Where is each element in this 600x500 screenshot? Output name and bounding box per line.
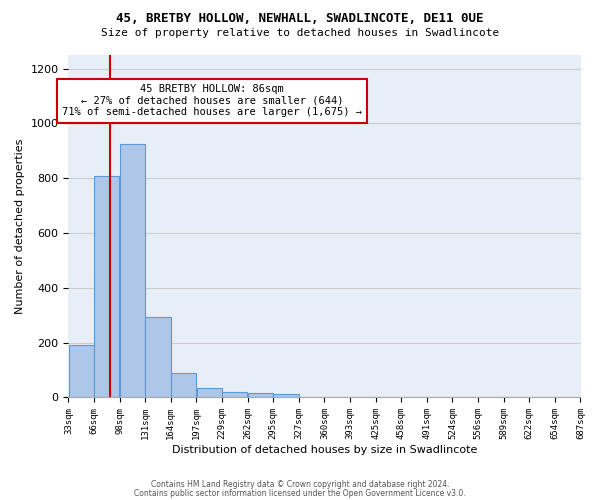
Text: 45 BRETBY HOLLOW: 86sqm
← 27% of detached houses are smaller (644)
71% of semi-d: 45 BRETBY HOLLOW: 86sqm ← 27% of detache…: [62, 84, 362, 117]
Text: Contains HM Land Registry data © Crown copyright and database right 2024.: Contains HM Land Registry data © Crown c…: [151, 480, 449, 489]
Bar: [197, 388, 222, 398]
Bar: [274, 394, 299, 398]
Text: 45, BRETBY HOLLOW, NEWHALL, SWADLINCOTE, DE11 0UE: 45, BRETBY HOLLOW, NEWHALL, SWADLINCOTE,…: [116, 12, 484, 26]
Bar: [171, 374, 196, 398]
Bar: [120, 144, 145, 398]
Bar: [94, 176, 119, 398]
Y-axis label: Number of detached properties: Number of detached properties: [15, 138, 25, 314]
Text: Contains public sector information licensed under the Open Government Licence v3: Contains public sector information licen…: [134, 488, 466, 498]
Bar: [68, 344, 94, 398]
Text: Size of property relative to detached houses in Swadlincote: Size of property relative to detached ho…: [101, 28, 499, 38]
Bar: [248, 392, 273, 398]
Bar: [222, 392, 247, 398]
Bar: [145, 317, 170, 398]
X-axis label: Distribution of detached houses by size in Swadlincote: Distribution of detached houses by size …: [172, 445, 477, 455]
